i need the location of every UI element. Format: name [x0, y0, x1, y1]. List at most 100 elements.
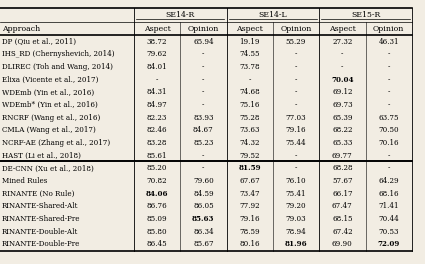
Text: Opinion: Opinion — [188, 25, 219, 33]
Text: 68.28: 68.28 — [332, 164, 353, 172]
Text: 69.12: 69.12 — [332, 88, 353, 96]
Text: 75.28: 75.28 — [239, 114, 260, 122]
Text: 70.16: 70.16 — [378, 139, 399, 147]
Text: 70.53: 70.53 — [378, 228, 399, 236]
Text: 85.23: 85.23 — [193, 139, 213, 147]
Text: Opinion: Opinion — [373, 25, 404, 33]
Text: RINANTE-Double-Pre: RINANTE-Double-Pre — [2, 241, 80, 248]
Text: 66.17: 66.17 — [332, 190, 353, 198]
Text: -: - — [388, 88, 390, 96]
Text: 74.32: 74.32 — [239, 139, 260, 147]
Text: Opinion: Opinion — [280, 25, 312, 33]
Text: 57.67: 57.67 — [332, 177, 353, 185]
Text: 86.76: 86.76 — [147, 202, 167, 210]
Text: 86.05: 86.05 — [193, 202, 214, 210]
Text: 74.55: 74.55 — [239, 50, 260, 58]
Text: 86.45: 86.45 — [147, 241, 167, 248]
Text: -: - — [202, 76, 204, 84]
Text: 84.59: 84.59 — [193, 190, 214, 198]
Text: RINANTE-Double-Alt: RINANTE-Double-Alt — [2, 228, 78, 236]
Text: DLIREC (Toh and Wang, 2014): DLIREC (Toh and Wang, 2014) — [2, 63, 113, 71]
Text: -: - — [388, 76, 390, 84]
Text: -: - — [388, 152, 390, 160]
Text: 67.42: 67.42 — [332, 228, 353, 236]
Text: -: - — [202, 164, 204, 172]
Text: 83.28: 83.28 — [147, 139, 167, 147]
Text: DP (Qiu et al., 2011): DP (Qiu et al., 2011) — [2, 38, 76, 46]
Text: 76.10: 76.10 — [286, 177, 306, 185]
Text: -: - — [388, 164, 390, 172]
Text: 79.16: 79.16 — [239, 215, 260, 223]
Text: -: - — [295, 63, 297, 71]
Text: 79.20: 79.20 — [286, 202, 306, 210]
Text: 67.47: 67.47 — [332, 202, 353, 210]
Text: SE15-R: SE15-R — [351, 11, 380, 19]
Text: 73.78: 73.78 — [239, 63, 260, 71]
Text: -: - — [156, 76, 158, 84]
Text: 85.63: 85.63 — [192, 215, 215, 223]
Text: 79.62: 79.62 — [147, 50, 167, 58]
Text: Aspect: Aspect — [144, 25, 170, 33]
Text: 70.04: 70.04 — [331, 76, 354, 84]
Text: 80.16: 80.16 — [239, 241, 260, 248]
Text: 75.44: 75.44 — [286, 139, 306, 147]
Text: 77.92: 77.92 — [239, 202, 260, 210]
Text: 74.68: 74.68 — [239, 88, 260, 96]
Text: -: - — [295, 164, 297, 172]
Text: SE14-L: SE14-L — [258, 11, 287, 19]
Text: -: - — [202, 101, 204, 109]
Text: 72.09: 72.09 — [377, 241, 400, 248]
Text: HAST (Li et al., 2018): HAST (Li et al., 2018) — [2, 152, 81, 160]
Text: 65.94: 65.94 — [193, 38, 214, 46]
Text: 38.72: 38.72 — [147, 38, 167, 46]
Text: -: - — [295, 50, 297, 58]
Text: 46.31: 46.31 — [378, 38, 399, 46]
Text: 86.34: 86.34 — [193, 228, 214, 236]
Text: -: - — [249, 76, 251, 84]
Text: 79.60: 79.60 — [193, 177, 214, 185]
Text: 63.75: 63.75 — [378, 114, 399, 122]
Text: 55.29: 55.29 — [286, 38, 306, 46]
Text: 84.06: 84.06 — [146, 190, 168, 198]
Text: 19.19: 19.19 — [239, 38, 260, 46]
Text: 75.41: 75.41 — [286, 190, 306, 198]
Text: 85.80: 85.80 — [147, 228, 167, 236]
Text: 69.90: 69.90 — [332, 241, 353, 248]
Text: 64.29: 64.29 — [378, 177, 399, 185]
Text: 85.20: 85.20 — [147, 164, 167, 172]
Text: WDEmb* (Yin et al., 2016): WDEmb* (Yin et al., 2016) — [2, 101, 97, 109]
Text: 84.31: 84.31 — [147, 88, 167, 96]
Text: 79.03: 79.03 — [286, 215, 306, 223]
Text: -: - — [295, 76, 297, 84]
Text: 82.46: 82.46 — [147, 126, 167, 134]
Text: -: - — [202, 63, 204, 71]
Text: -: - — [202, 88, 204, 96]
Text: 78.59: 78.59 — [239, 228, 260, 236]
Text: CMLA (Wang et al., 2017): CMLA (Wang et al., 2017) — [2, 126, 96, 134]
Text: -: - — [388, 63, 390, 71]
Text: Aspect: Aspect — [236, 25, 263, 33]
Text: 69.77: 69.77 — [332, 152, 353, 160]
Text: Aspect: Aspect — [329, 25, 356, 33]
Text: 70.50: 70.50 — [378, 126, 399, 134]
Text: NCRF-AE (Zhang et al., 2017): NCRF-AE (Zhang et al., 2017) — [2, 139, 110, 147]
Text: 73.47: 73.47 — [239, 190, 260, 198]
Text: 84.01: 84.01 — [147, 63, 167, 71]
Text: -: - — [388, 101, 390, 109]
Text: 73.63: 73.63 — [239, 126, 260, 134]
Text: 27.32: 27.32 — [332, 38, 352, 46]
Text: RINANTE-Shared-Pre: RINANTE-Shared-Pre — [2, 215, 80, 223]
Text: -: - — [295, 88, 297, 96]
Text: -: - — [202, 152, 204, 160]
Text: 85.09: 85.09 — [147, 215, 167, 223]
Text: 71.41: 71.41 — [378, 202, 399, 210]
Text: IHS_RD (Chernyshevich, 2014): IHS_RD (Chernyshevich, 2014) — [2, 50, 114, 58]
Text: -: - — [202, 50, 204, 58]
Text: 79.52: 79.52 — [239, 152, 260, 160]
Text: 85.67: 85.67 — [193, 241, 214, 248]
Text: 65.39: 65.39 — [332, 114, 353, 122]
Text: RNCRF (Wang et al., 2016): RNCRF (Wang et al., 2016) — [2, 114, 100, 122]
Text: 83.93: 83.93 — [193, 114, 214, 122]
Text: 68.16: 68.16 — [378, 190, 399, 198]
Text: 82.23: 82.23 — [147, 114, 167, 122]
